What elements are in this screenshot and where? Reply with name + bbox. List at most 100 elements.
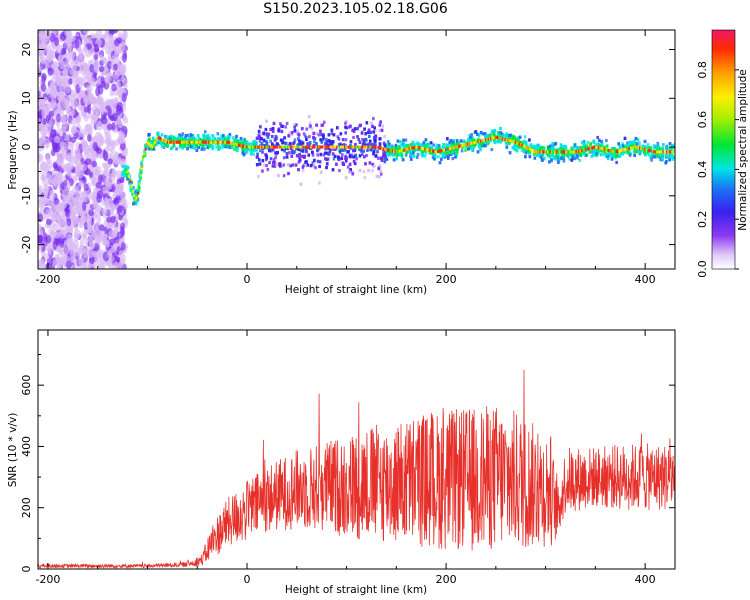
spectrogram-cell [49, 190, 56, 201]
spectrogram-cell [144, 145, 148, 149]
spectrogram-ridge-cell [470, 141, 473, 145]
spectrogram-cell [353, 127, 357, 131]
spectrogram-cell [281, 141, 285, 145]
spectrogram-cell [156, 142, 159, 146]
spectrogram-cell [596, 148, 600, 152]
spectrogram-cell [179, 143, 183, 147]
spectrogram-cell [215, 145, 218, 149]
spectrogram-cell [283, 136, 286, 140]
spectrogram-cell [351, 170, 354, 174]
spectrogram-cell [259, 143, 262, 148]
spectrogram-cell [434, 146, 438, 151]
spectrogram-ridge-cell [255, 145, 258, 149]
spectrogram-cell [147, 144, 150, 149]
spectrogram-cell [387, 152, 390, 157]
spectrogram-ridge-cell [210, 140, 213, 144]
spectrogram-cell [297, 137, 300, 141]
spectrogram-ridge-cell [376, 145, 379, 149]
spectrogram-cell [305, 136, 308, 140]
spectrogram-cell [348, 154, 352, 158]
spectrogram-cell [322, 135, 325, 139]
spectrogram-cell [63, 253, 68, 263]
spectrogram-ridge-cell [219, 140, 222, 144]
spectrogram-ridge-cell [279, 145, 282, 149]
spectrogram-cell [123, 168, 127, 172]
spectrogram-cell [518, 145, 521, 149]
spectrogram-cell [235, 149, 239, 153]
spectrogram-cell [395, 157, 398, 161]
spectrogram-cell [274, 151, 277, 155]
spectrogram-cell [547, 153, 550, 157]
spectrogram-cell [670, 147, 673, 151]
spectrogram-ridge-cell [148, 142, 151, 146]
spectrogram-cell [272, 121, 276, 126]
spectrogram-ridge-cell [416, 145, 419, 149]
spectrogram-ridge-cell [447, 147, 450, 151]
spectrogram-cell [78, 256, 84, 266]
spectrogram-cell [520, 148, 524, 152]
spectrogram-cell [177, 135, 181, 139]
spectrogram-ridge-cell [257, 145, 260, 149]
spectrogram-cell [390, 152, 394, 156]
spectrogram-cell [562, 159, 566, 163]
spectrogram-cell [668, 156, 671, 160]
spectrogram-cell [323, 151, 327, 155]
spectrogram-cell [621, 152, 625, 156]
spectrogram-cell [191, 133, 194, 138]
spectrogram-cell [68, 244, 74, 252]
spectrogram-cell [617, 154, 620, 158]
spectrogram-cell [319, 129, 322, 133]
spectrogram-cell [379, 120, 382, 124]
spectrogram-cell [141, 155, 145, 159]
spectrogram-cell [370, 148, 374, 152]
spectrogram-ridge-cell [400, 149, 403, 153]
spectrogram-cell [610, 157, 614, 161]
spectrogram-cell [271, 160, 275, 165]
spectrogram-cell [307, 115, 311, 119]
spectrogram-cell [341, 153, 344, 157]
spectrogram-cell [295, 154, 299, 158]
spectrogram-cell [664, 154, 668, 158]
spectrogram-cell [352, 155, 356, 159]
spectrogram-cell [585, 144, 588, 148]
spectrogram-cell [644, 145, 647, 149]
spectrogram-ridge-cell [230, 141, 233, 145]
spectrogram-ridge-cell [456, 145, 459, 149]
spectrogram-cell [665, 144, 669, 148]
spectrogram-cell [121, 170, 125, 174]
spectrogram-cell [582, 142, 586, 146]
spectrogram-cell [363, 127, 366, 131]
spectrogram-ridge-cell [412, 146, 415, 150]
spectrogram-cell [160, 133, 164, 137]
spectrogram-cell [348, 162, 352, 166]
spectrogram-cell [325, 165, 328, 170]
spectrogram-ridge-cell [408, 147, 411, 151]
spectrogram-cell [496, 131, 500, 135]
spectrogram-cell [377, 156, 380, 160]
spectrogram-cell [562, 152, 566, 157]
spectrogram-cell [309, 164, 313, 168]
spectrogram-ridge-cell [218, 140, 221, 144]
spectrogram-cell [524, 155, 527, 159]
spectrogram-cell [405, 150, 409, 155]
spectrogram-ridge-cell [333, 145, 336, 149]
spectrogram-cell [352, 159, 356, 164]
spectrogram-cell [378, 175, 381, 179]
spectrogram-cell [316, 147, 320, 151]
spectrogram-cell [410, 148, 414, 152]
spectrogram-cell [350, 153, 353, 157]
spectrogram-cell [221, 145, 225, 149]
spectrogram-cell [95, 204, 103, 213]
spectrogram-ridge-cell [371, 145, 374, 149]
spectrogram-cell [119, 63, 127, 71]
spectrogram-ridge-cell [268, 145, 271, 149]
spectrogram-cell [378, 123, 382, 127]
spectrogram-cell [304, 147, 308, 152]
spectrogram-cell [670, 144, 674, 148]
spectrogram-cell [500, 134, 504, 138]
spectrogram-ridge-cell [429, 149, 432, 153]
spectrogram-cell [125, 171, 129, 176]
spectrogram-cell [93, 65, 100, 74]
spectrogram-cell [575, 154, 579, 158]
spectrogram-cell [39, 136, 47, 144]
